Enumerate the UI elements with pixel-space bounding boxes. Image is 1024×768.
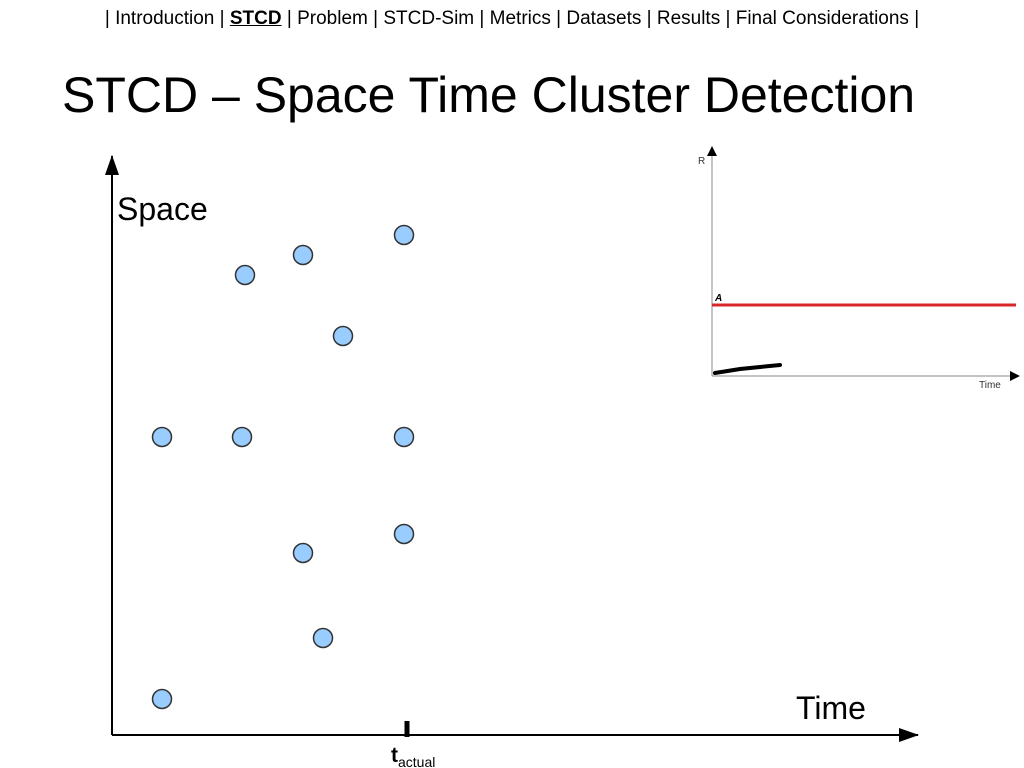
marker-label: tactual — [391, 744, 435, 768]
nav-item[interactable]: Results — [656, 8, 721, 29]
point — [234, 264, 256, 286]
nav-item[interactable]: Final Considerations — [735, 8, 909, 29]
threshold-label: A — [714, 293, 722, 304]
nav-separator: | — [646, 8, 652, 29]
marker-subscript: actual — [398, 754, 435, 768]
nav-item[interactable]: Introduction — [115, 8, 215, 29]
inset-y-label: R — [698, 156, 705, 167]
nav-separator: | — [725, 8, 731, 29]
point — [393, 224, 415, 246]
x-axis-label: Time — [796, 690, 866, 726]
nav-separator: | — [219, 8, 225, 29]
point — [332, 325, 354, 347]
point — [231, 426, 253, 448]
r-curve — [713, 363, 782, 375]
nav-separator: | — [914, 8, 920, 29]
point — [393, 426, 415, 448]
point — [151, 426, 173, 448]
nav-item[interactable]: STCD — [229, 8, 282, 29]
slide-title: STCD – Space Time Cluster Detection — [62, 67, 916, 123]
point — [151, 688, 173, 710]
point — [393, 523, 415, 545]
nav-separator: | — [556, 8, 562, 29]
nav-bar: | Introduction | STCD | Problem | STCD-S… — [0, 8, 1024, 30]
point — [292, 244, 314, 266]
points — [151, 224, 415, 710]
nav-item[interactable]: Problem — [297, 8, 368, 29]
y-axis-label: Space — [117, 191, 208, 227]
nav-separator: | — [479, 8, 485, 29]
marker-t: t — [391, 744, 398, 767]
nav-separator: | — [286, 8, 292, 29]
nav-separator: | — [104, 8, 110, 29]
point — [292, 542, 314, 564]
point — [312, 627, 334, 649]
nav-item[interactable]: Datasets — [566, 8, 642, 29]
nav-item[interactable]: Metrics — [489, 8, 551, 29]
nav-item[interactable]: STCD-Sim — [383, 8, 475, 29]
nav-separator: | — [373, 8, 379, 29]
inset-x-label: Time — [979, 380, 1001, 391]
